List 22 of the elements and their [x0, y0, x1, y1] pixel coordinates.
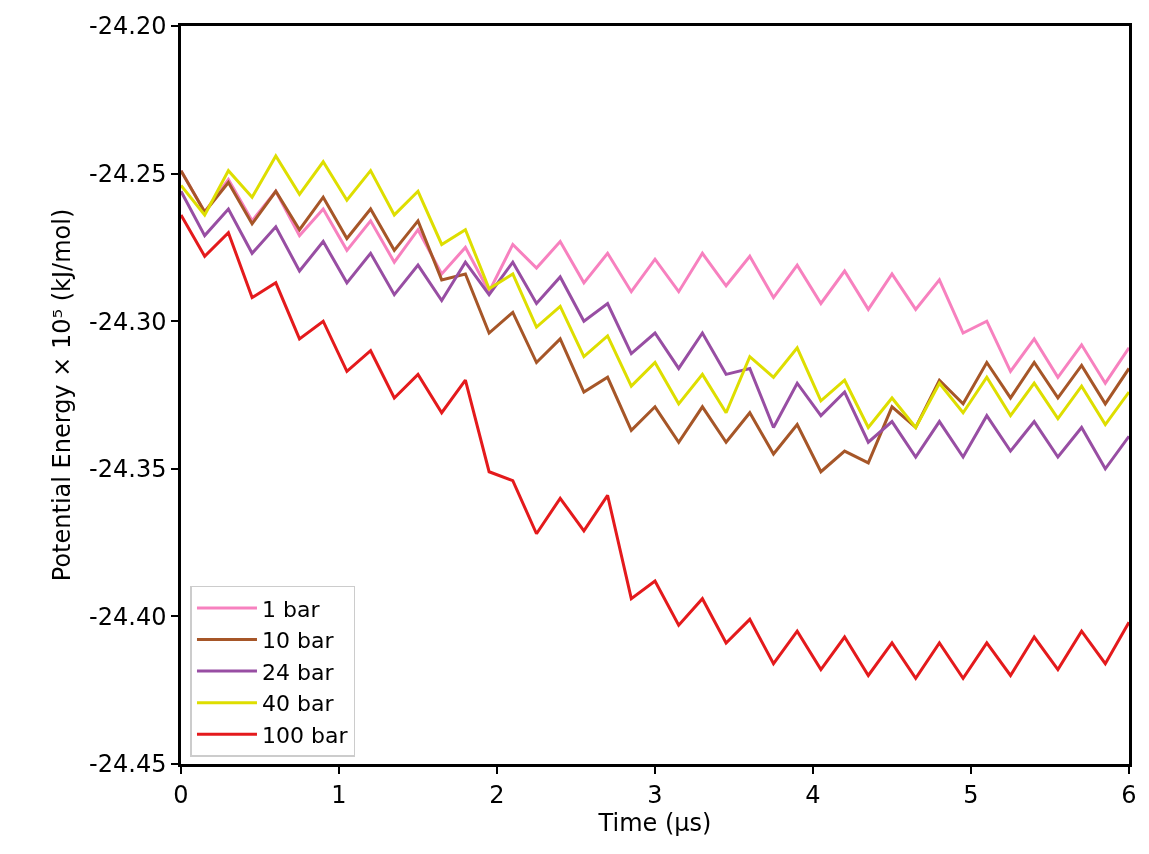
y-tick-label: -24.20	[89, 12, 167, 41]
x-tick-label: 3	[647, 780, 663, 809]
x-tick-label: 0	[173, 780, 189, 809]
legend-label: 24 bar	[261, 659, 335, 685]
x-tick-label: 2	[489, 780, 505, 809]
y-axis-title: Potential Energy × 10⁵ (kJ/mol)	[48, 208, 77, 582]
line-series	[181, 213, 1129, 680]
legend-label: 1 bar	[261, 596, 321, 622]
legend-label: 100 bar	[261, 722, 349, 748]
x-tick-label: 6	[1121, 780, 1137, 809]
x-axis-title: Time (μs)	[597, 808, 712, 837]
x-tick-label: 1	[331, 780, 347, 809]
legend-label: 40 bar	[261, 691, 335, 717]
y-tick-label: -24.40	[89, 602, 167, 631]
x-tick-label: 5	[963, 780, 979, 809]
legend-label: 10 bar	[261, 628, 335, 654]
x-tick-label: 4	[805, 780, 821, 809]
line-series	[181, 154, 1129, 429]
y-tick-label: -24.35	[89, 455, 167, 484]
y-tick-label: -24.30	[89, 307, 167, 336]
y-tick-label: -24.45	[89, 750, 167, 779]
y-tick-label: -24.25	[89, 160, 167, 188]
